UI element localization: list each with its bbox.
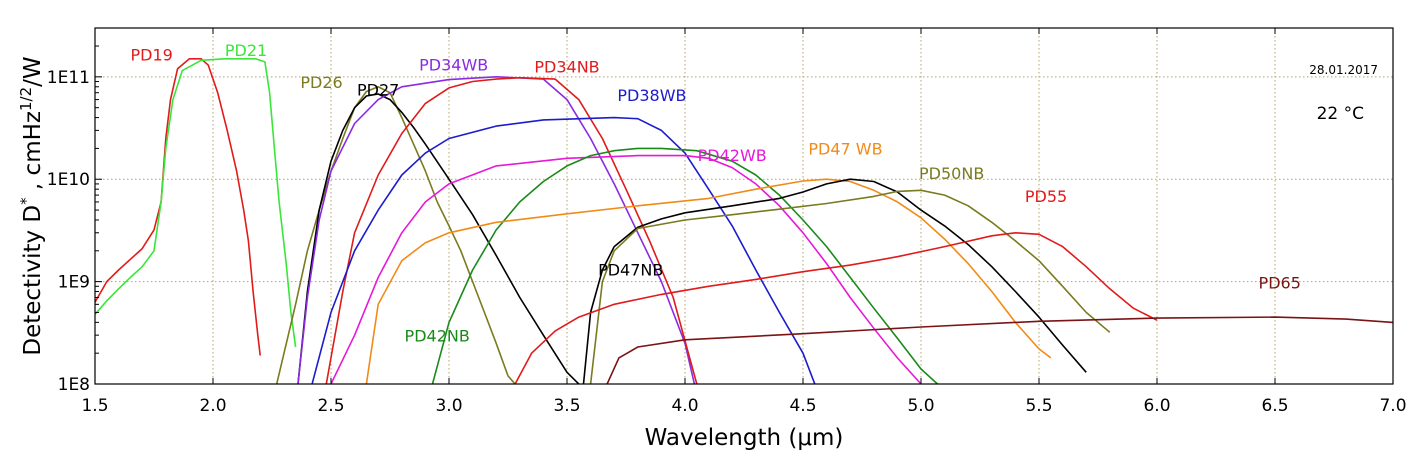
series-line-pd47nb xyxy=(582,178,1087,384)
series-line-pd38wb xyxy=(311,116,816,384)
x-tick-label: 1.5 xyxy=(81,396,108,416)
series-label-pd42nb: PD42NB xyxy=(405,327,470,346)
y-tick-label: 1E10 xyxy=(47,170,90,190)
series-label-pd34wb: PD34WB xyxy=(419,56,488,75)
y-axis-title-end: /W xyxy=(20,56,46,87)
x-tick-label: 4.0 xyxy=(671,396,698,416)
date-annotation: 28.01.2017 xyxy=(1309,63,1378,77)
series-label-pd50nb: PD50NB xyxy=(919,164,984,183)
series-layer xyxy=(95,58,1393,384)
series-line-pd50nb xyxy=(589,189,1111,384)
plot-background xyxy=(95,28,1393,384)
x-tick-label: 2.0 xyxy=(199,396,226,416)
x-axis-title: Wavelength (μm) xyxy=(645,425,844,451)
series-label-pd21: PD21 xyxy=(225,41,267,60)
y-axis-title: Detectivity D* , cmHz1/2/W xyxy=(17,56,46,355)
y-axis-title-sup1: * xyxy=(17,197,35,205)
y-axis: 1E8 1E9 1E10 1E11 xyxy=(47,27,102,395)
series-label-pd19: PD19 xyxy=(130,45,172,64)
series-label-pd38wb: PD38WB xyxy=(617,86,686,105)
series-labels: PD19 PD21 PD26 PD27 PD34WB PD34NB PD38WB PD42WB… xyxy=(130,41,1300,346)
series-line-pd27 xyxy=(297,93,580,384)
series-line-pd42nb xyxy=(431,147,939,384)
x-tick-label: 7.0 xyxy=(1379,396,1406,416)
series-line-pd42wb xyxy=(330,154,922,384)
series-line-pd19 xyxy=(95,58,261,356)
x-tick-label: 4.5 xyxy=(789,396,816,416)
series-label-pd55: PD55 xyxy=(1025,187,1067,206)
x-axis: 1.5 2.0 2.5 3.0 3.5 4.0 4.5 5.0 5.5 6.0 6.5 7.0 xyxy=(81,28,1407,416)
series-line-pd65 xyxy=(606,316,1393,384)
series-line-pd21 xyxy=(95,58,297,348)
series-label-pd47nb: PD47NB xyxy=(598,260,663,279)
series-label-pd34nb: PD34NB xyxy=(534,58,599,77)
y-tick-label: 1E8 xyxy=(58,375,90,395)
y-tick-label: 1E11 xyxy=(47,68,90,88)
x-tick-label: 3.0 xyxy=(435,396,462,416)
temperature-annotation: 22 °C xyxy=(1317,104,1364,124)
x-tick-label: 6.5 xyxy=(1261,396,1288,416)
series-label-pd42wb: PD42WB xyxy=(698,146,767,165)
y-tick-label: 1E9 xyxy=(58,273,90,293)
y-axis-title-main: Detectivity D xyxy=(20,205,46,356)
y-axis-title-sup2: 1/2 xyxy=(17,87,35,111)
x-tick-label: 2.5 xyxy=(317,396,344,416)
x-tick-label: 6.0 xyxy=(1143,396,1170,416)
x-tick-label: 3.5 xyxy=(553,396,580,416)
series-label-pd27: PD27 xyxy=(357,80,399,99)
x-tick-label: 5.0 xyxy=(907,396,934,416)
series-label-pd47wb: PD47 WB xyxy=(808,139,882,158)
series-label-pd65: PD65 xyxy=(1259,273,1301,292)
series-label-pd26: PD26 xyxy=(300,73,342,92)
series-line-pd47wb xyxy=(365,178,1052,384)
series-line-pd34wb xyxy=(297,76,696,384)
plot-frame xyxy=(94,27,1394,385)
x-tick-label: 5.5 xyxy=(1025,396,1052,416)
series-line-pd55 xyxy=(514,232,1158,384)
y-axis-title-mid: , cmHz xyxy=(20,111,46,197)
